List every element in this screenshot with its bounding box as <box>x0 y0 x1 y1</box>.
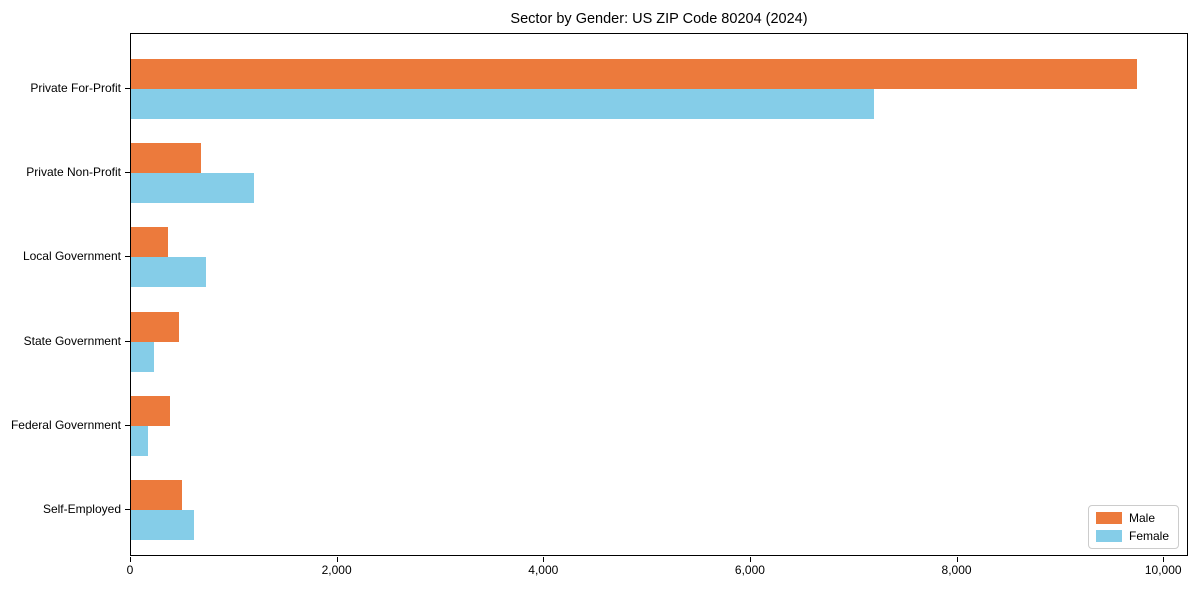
y-tick-federal-government <box>125 424 130 426</box>
x-tick-label-4000: 4,000 <box>528 563 559 577</box>
x-tick-10000 <box>1163 557 1165 562</box>
bar-male-local-government <box>131 227 169 258</box>
bar-male-private-for-profit <box>131 59 1138 89</box>
x-tick-label-0: 0 <box>126 563 134 577</box>
x-tick-8000 <box>956 557 958 562</box>
category-label-self-employed: Self-Employed <box>42 502 121 516</box>
y-tick-self-employed <box>125 509 130 510</box>
y-tick-local-government <box>125 256 130 258</box>
bar-female-private-for-profit <box>131 89 874 119</box>
bar-male-state-government <box>131 311 180 342</box>
x-tick-4000 <box>543 557 545 562</box>
y-tick-state-government <box>125 340 130 342</box>
y-tick-private-non-profit <box>125 172 130 174</box>
category-label-federal-government: Federal Government <box>10 417 121 432</box>
legend: Male Female <box>1087 505 1179 549</box>
category-label-state-government: State Government <box>23 333 121 348</box>
legend-item-female: Female <box>1095 529 1169 543</box>
legend-label-female: Female <box>1128 529 1169 543</box>
bar-male-private-non-profit <box>131 143 202 174</box>
x-tick-0 <box>130 557 131 562</box>
y-axis-labels: Private For-Profit Private Non-Profit Loca… <box>0 33 121 556</box>
bar-female-self-employed <box>131 510 195 540</box>
y-tick-private-for-profit <box>125 88 130 89</box>
chart-title: Sector by Gender: US ZIP Code 80204 (202… <box>510 11 808 27</box>
bar-female-local-government <box>131 257 207 288</box>
x-tick-label-6000: 6,000 <box>734 563 765 577</box>
bar-male-federal-government <box>131 395 171 426</box>
x-tick-label-2000: 2,000 <box>321 563 352 577</box>
x-tick-label-8000: 8,000 <box>941 563 972 577</box>
bar-female-private-non-profit <box>131 173 254 204</box>
bar-female-state-government <box>131 341 154 372</box>
x-tick-label-10000: 10,000 <box>1144 563 1182 577</box>
legend-label-male: Male <box>1128 511 1155 525</box>
x-tick-6000 <box>749 557 751 562</box>
x-tick-2000 <box>336 557 338 562</box>
category-label-private-non-profit: Private Non-Profit <box>26 165 121 180</box>
bar-female-federal-government <box>131 425 149 456</box>
plot-area: Male Female <box>130 33 1188 556</box>
legend-swatch-male <box>1095 512 1122 524</box>
legend-swatch-female <box>1095 530 1122 542</box>
bar-male-self-employed <box>131 480 183 510</box>
category-label-local-government: Local Government <box>22 249 121 264</box>
category-label-private-for-profit: Private For-Profit <box>30 81 121 95</box>
legend-item-male: Male <box>1095 511 1169 525</box>
